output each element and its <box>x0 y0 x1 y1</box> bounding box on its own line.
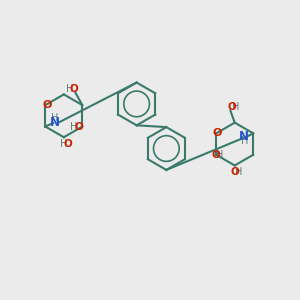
Text: H: H <box>70 122 78 131</box>
Text: H: H <box>216 150 224 160</box>
Text: O: O <box>227 102 236 112</box>
Text: O: O <box>74 122 83 131</box>
Text: H: H <box>232 102 239 112</box>
Text: O: O <box>213 128 222 138</box>
Text: O: O <box>230 167 239 177</box>
Text: H: H <box>60 139 68 149</box>
Text: N: N <box>239 130 249 143</box>
Text: H: H <box>51 113 59 124</box>
Text: O: O <box>211 150 220 160</box>
Text: H: H <box>241 136 248 146</box>
Text: O: O <box>70 84 79 94</box>
Text: N: N <box>50 116 60 130</box>
Text: H: H <box>235 167 243 177</box>
Text: O: O <box>42 100 51 110</box>
Text: O: O <box>64 139 72 149</box>
Text: H: H <box>66 84 73 94</box>
